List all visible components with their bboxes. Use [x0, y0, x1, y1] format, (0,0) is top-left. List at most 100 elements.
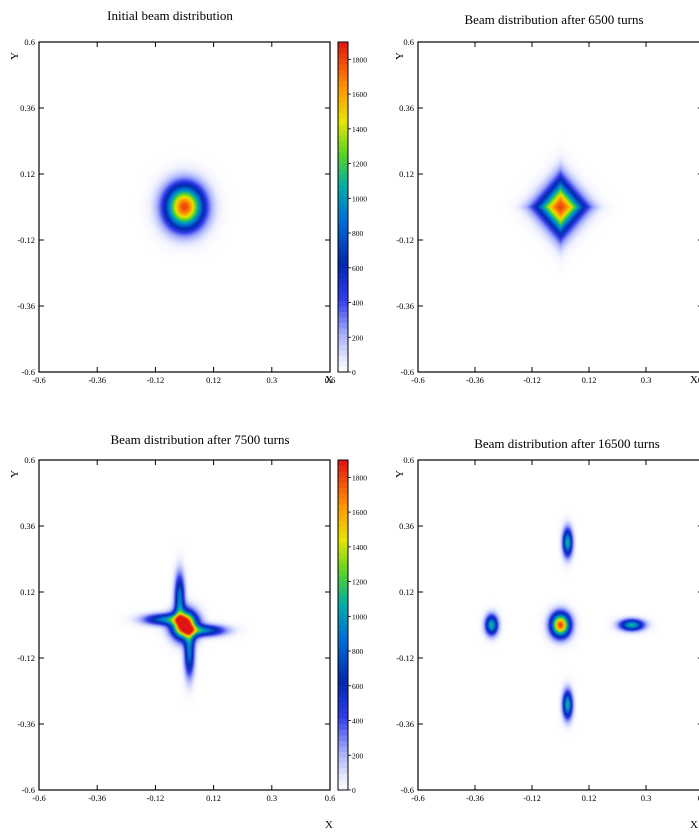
colorbar-segment: [338, 597, 348, 604]
x-tick-label: 0.3: [641, 793, 652, 803]
colorbar-tick-label: 600: [352, 264, 364, 273]
y-tick-label: -0.12: [396, 653, 414, 663]
y-tick-label: -0.12: [17, 235, 35, 245]
colorbar-segment: [338, 713, 348, 719]
x-axis-label: X: [690, 374, 698, 386]
x-tick-label: 0.12: [206, 375, 221, 385]
colorbar-segment: [338, 674, 348, 681]
colorbar-segment: [338, 53, 348, 59]
colorbar-segment: [338, 691, 348, 697]
colorbar-segment: [338, 625, 348, 631]
colorbar-tick-label: 400: [352, 717, 364, 726]
colorbar-segment: [338, 724, 348, 730]
colorbar-segment: [338, 69, 348, 76]
colorbar-segment: [338, 526, 348, 532]
colorbar-segment: [338, 608, 348, 615]
colorbar-segment: [338, 476, 348, 483]
colorbar-segment: [338, 707, 348, 714]
colorbar-segment: [338, 289, 348, 296]
colorbar-segment: [338, 564, 348, 571]
colorbar-segment: [338, 339, 348, 345]
colorbar-segment: [338, 64, 348, 70]
colorbar-segment: [338, 762, 348, 769]
x-tick-label: -0.6: [411, 375, 424, 385]
colorbar-segment: [338, 570, 348, 576]
y-tick-label: -0.12: [396, 235, 414, 245]
colorbar-segment: [338, 174, 348, 180]
colorbar-segment: [338, 482, 348, 488]
colorbar-segment: [338, 80, 348, 87]
colorbar-segment: [338, 207, 348, 213]
colorbar-segment: [338, 493, 348, 499]
colorbar-segment: [338, 42, 348, 48]
colorbar-tick-label: 600: [352, 682, 364, 691]
colorbar-segment: [338, 630, 348, 637]
x-tick-label: 0.3: [266, 793, 277, 803]
colorbar: 1800 1600 1400 1200 1000 800 600 400 200 0: [337, 41, 367, 377]
colorbar-segment: [338, 240, 348, 246]
x-tick-label: -0.36: [466, 375, 484, 385]
colorbar-segment: [338, 124, 348, 131]
x-axis-label: X: [690, 819, 698, 831]
y-tick-label: 0.36: [20, 521, 35, 531]
colorbar-segment: [338, 135, 348, 142]
y-tick-label: 0.6: [403, 37, 414, 47]
colorbar-segment: [338, 58, 348, 65]
colorbar-segment: [338, 141, 348, 147]
colorbar-segment: [338, 779, 348, 785]
colorbar-segment: [338, 619, 348, 626]
colorbar-segment: [338, 218, 348, 224]
colorbar-segment: [338, 729, 348, 736]
colorbar-tick-label: 800: [352, 647, 364, 656]
y-tick-label: -0.6: [401, 785, 414, 795]
colorbar-segment: [338, 146, 348, 153]
y-tick-label: 0.6: [24, 37, 35, 47]
plot-frame: [417, 459, 699, 791]
colorbar-segment: [338, 509, 348, 516]
y-tick-label: 0.36: [399, 103, 414, 113]
y-axis-label: Y: [9, 52, 21, 60]
colorbar-segment: [338, 702, 348, 708]
y-tick-label: 0.6: [403, 455, 414, 465]
colorbar-segment: [338, 504, 348, 510]
x-tick-label: -0.12: [147, 793, 165, 803]
colorbar-segment: [338, 581, 348, 587]
colorbar-segment: [338, 471, 348, 477]
colorbar-segment: [338, 773, 348, 780]
colorbar-segment: [338, 757, 348, 763]
x-tick-label: -0.12: [523, 375, 541, 385]
colorbar-segment: [338, 113, 348, 120]
y-tick-label: 0.12: [399, 587, 414, 597]
x-tick-label: 0.6: [325, 375, 336, 385]
colorbar-segment: [338, 273, 348, 279]
y-tick-label: -0.12: [17, 653, 35, 663]
colorbar-segment: [338, 361, 348, 367]
y-tick-label: 0.6: [24, 455, 35, 465]
colorbar-segment: [338, 740, 348, 747]
colorbar-segment: [338, 366, 348, 373]
colorbar-segment: [338, 460, 348, 466]
colorbar-segment: [338, 344, 348, 351]
colorbar-segment: [338, 163, 348, 169]
x-tick-label: -0.12: [523, 793, 541, 803]
colorbar-segment: [338, 130, 348, 136]
x-tick-label: 0.6: [698, 375, 699, 385]
colorbar-segment: [338, 669, 348, 675]
y-tick-label: 0.12: [20, 587, 35, 597]
colorbar-tick-label: 1800: [352, 55, 367, 64]
density-map: [39, 42, 330, 372]
x-tick-label: -0.36: [466, 793, 484, 803]
colorbar-segment: [338, 641, 348, 648]
colorbar-segment: [338, 751, 348, 758]
colorbar-segment: [338, 47, 348, 54]
y-axis-label: Y: [394, 470, 406, 478]
colorbar-tick-label: 1400: [352, 125, 367, 134]
colorbar-segment: [338, 520, 348, 527]
colorbar-segment: [338, 768, 348, 774]
plot-frame: [38, 459, 331, 791]
colorbar-segment: [338, 311, 348, 318]
colorbar-segment: [338, 680, 348, 686]
colorbar-segment: [338, 696, 348, 703]
panel-title: Beam distribution after 7500 turns: [110, 432, 289, 447]
